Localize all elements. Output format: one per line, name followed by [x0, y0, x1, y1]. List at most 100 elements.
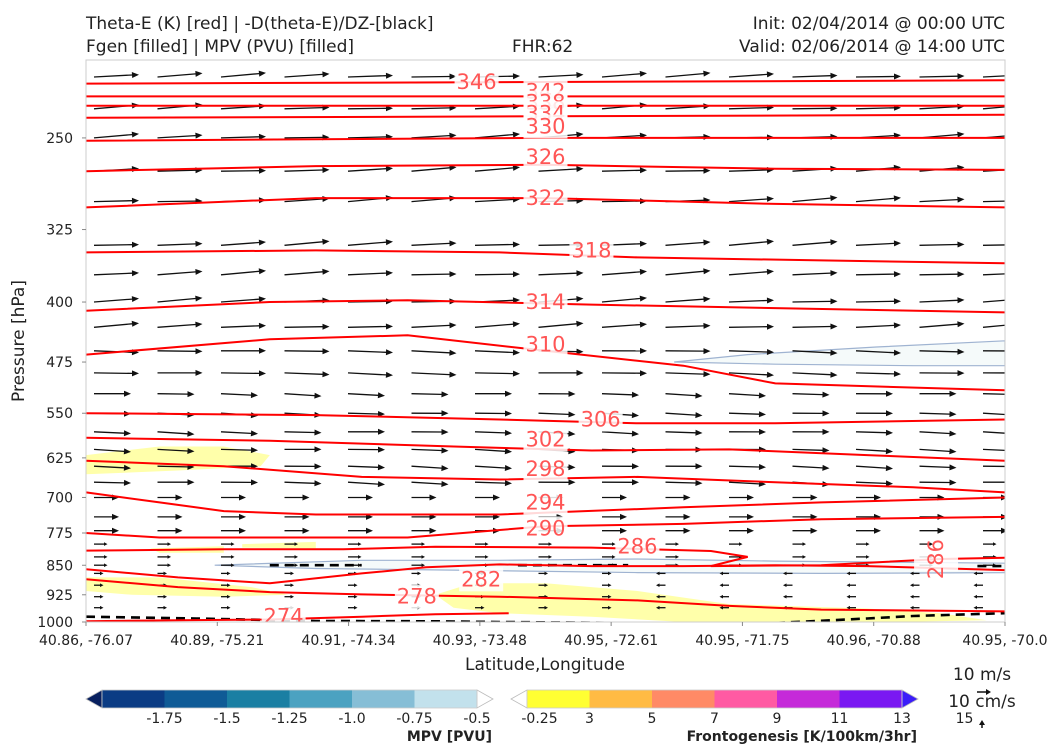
wind-vector-head — [322, 323, 330, 330]
wind-vector-head — [175, 527, 183, 534]
wind-vector-head — [123, 464, 131, 471]
wind-vector — [284, 271, 323, 276]
mpv-colorbar-tick-label: -0.75 — [396, 711, 432, 727]
wind-vector-head — [766, 71, 774, 78]
y-tick-label: 850 — [46, 558, 73, 574]
wind-vector-head — [513, 271, 520, 278]
wind-vector-head — [608, 605, 612, 610]
x-tick-label: 40.95, -72.61 — [564, 633, 658, 649]
wind-vector-head — [703, 167, 711, 174]
wind-vector-head — [195, 70, 203, 77]
wind-vector — [665, 298, 704, 303]
wind-vector-head — [421, 555, 425, 559]
wind-vector-head — [1013, 464, 1020, 470]
wind-vector — [855, 481, 887, 485]
y-tick-label: 925 — [46, 588, 73, 604]
wind-vector-head — [639, 167, 647, 174]
wind-vector-head — [886, 410, 893, 417]
wind-vector-head — [783, 583, 787, 587]
wind-vector-head — [378, 446, 385, 453]
wind-vector-head — [512, 241, 520, 248]
wind-vector — [919, 273, 958, 276]
wind-vector-head — [187, 391, 195, 398]
wind-vector — [728, 412, 760, 415]
wind-vector — [728, 372, 768, 376]
wind-vector-head — [993, 542, 997, 546]
wind-vector — [919, 448, 950, 453]
wind-vector — [93, 323, 133, 328]
wind-vector-head — [239, 527, 246, 534]
wind-vector-head — [639, 70, 647, 77]
wind-vector-head — [830, 371, 838, 378]
wind-vector — [284, 241, 323, 246]
wind-vector-head — [449, 322, 457, 329]
wind-vector — [538, 272, 577, 276]
wind-vector-head — [131, 131, 139, 138]
wind-vector — [474, 105, 514, 110]
wind-vector — [347, 350, 387, 353]
mpv-colorbar-title: MPV [PVU] — [407, 729, 492, 745]
wind-vector — [220, 270, 260, 276]
wind-vector — [665, 270, 704, 276]
wind-vector-head — [259, 370, 266, 377]
wind-vector — [855, 431, 887, 434]
wind-vector-head — [512, 297, 520, 304]
wind-vector-head — [123, 430, 131, 437]
wind-vector-head — [258, 239, 266, 246]
wind-vector — [792, 272, 831, 276]
wind-vector-head — [294, 542, 298, 546]
wind-vector — [93, 74, 133, 78]
wind-vector-head — [910, 583, 914, 587]
y-tick-label: 250 — [46, 131, 73, 147]
wind-vector-head — [227, 594, 231, 599]
wind-vector-head — [449, 132, 457, 139]
fgen-colorbar-tick-label: 5 — [648, 711, 657, 727]
wind-vector-head — [1021, 270, 1028, 276]
theta-e-contour-label: 286 — [617, 534, 657, 558]
wind-vector-head — [294, 563, 298, 567]
mpv-colorbar-segment — [352, 690, 415, 708]
wind-vector-head — [830, 72, 838, 79]
wind-vector — [665, 241, 704, 246]
wind-vector-head — [683, 494, 691, 501]
wind-vector-head — [314, 463, 322, 470]
wind-vector — [728, 465, 760, 468]
y-axis-label: Pressure [hPa] — [9, 280, 29, 402]
y-tick-label: 625 — [46, 451, 73, 467]
theta-e-contour-label: 326 — [525, 145, 565, 169]
wind-vector — [665, 393, 696, 397]
mpv-colorbar-tick-label: -1.5 — [213, 711, 240, 727]
wind-vector-head — [187, 479, 195, 486]
wind-vector — [347, 481, 379, 485]
wind-vector-head — [957, 131, 965, 138]
contour-label-mask — [459, 567, 504, 592]
wind-vector-head — [358, 542, 362, 546]
wind-vector — [93, 481, 125, 484]
wind-vector — [411, 167, 450, 172]
wind-vector — [157, 73, 196, 78]
wind-vector-head — [131, 320, 139, 327]
wind-vector — [474, 448, 506, 452]
wind-vector — [220, 372, 260, 375]
theta-e-contour-label: 318 — [571, 238, 611, 262]
wind-vector — [157, 200, 196, 203]
wind-vector-head — [695, 429, 703, 436]
fgen-colorbar-tick-label: 9 — [773, 711, 782, 727]
wind-vector-head — [1013, 412, 1020, 418]
wind-vector — [93, 372, 133, 375]
wind-vector — [855, 107, 895, 110]
wind-vector-head — [766, 371, 774, 378]
wind-vector-head — [937, 527, 945, 534]
wind-vector-head — [449, 271, 457, 278]
theta-e-contour-label: 314 — [525, 290, 565, 314]
wind-vector-head — [576, 270, 584, 277]
contour-label-mask — [523, 114, 568, 139]
wind-vector-head — [973, 594, 977, 599]
wind-vector-head — [104, 563, 108, 567]
wind-vector-head — [893, 271, 901, 278]
wind-vector — [982, 200, 1005, 203]
wind-vector — [347, 168, 387, 172]
theta-e-contour-label: 346 — [457, 70, 497, 94]
wind-vector-head — [251, 479, 258, 486]
wind-vector-head — [893, 349, 901, 356]
